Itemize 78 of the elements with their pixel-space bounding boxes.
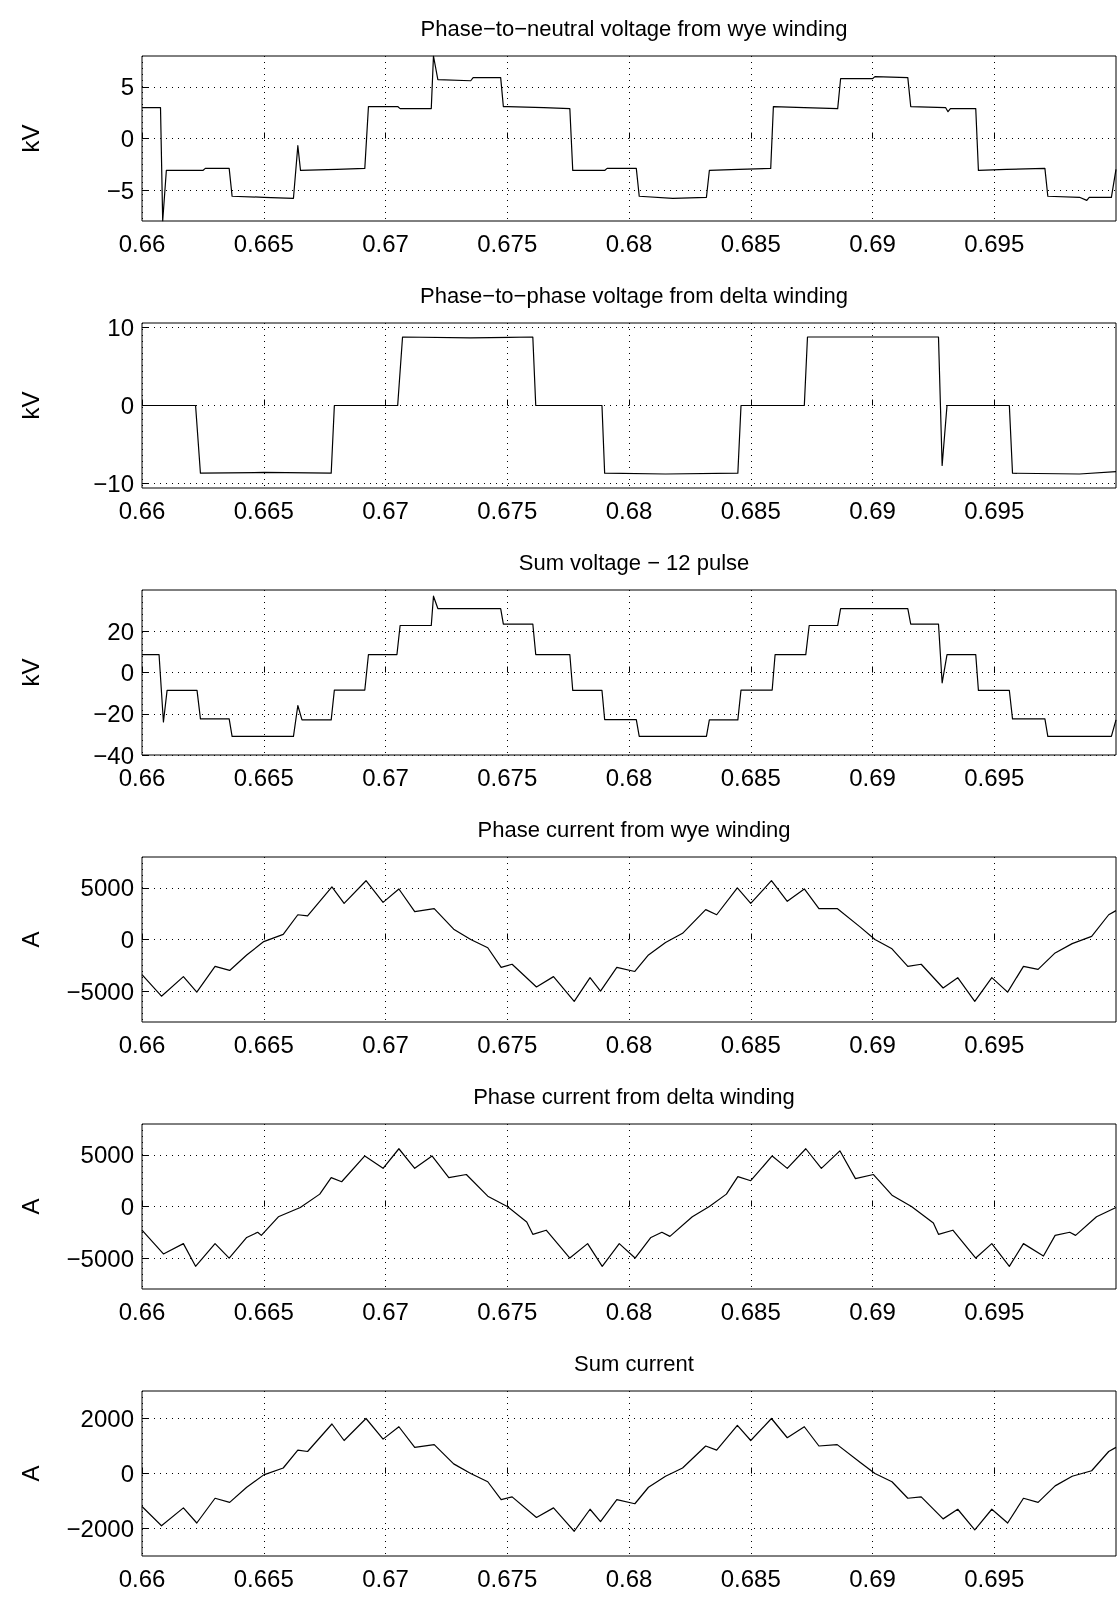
x-tick-label: 0.695	[964, 496, 1025, 524]
y-tick-label: −10	[93, 469, 134, 497]
x-tick-label: 0.695	[964, 1564, 1025, 1592]
y-tick-label: 5	[120, 73, 134, 101]
x-tick-label: 0.665	[233, 1030, 294, 1058]
x-tick-label: 0.67	[362, 229, 409, 257]
chart-title: Sum current	[574, 1350, 694, 1376]
y-tick-label: −5	[106, 176, 134, 204]
x-tick-label: 0.675	[477, 229, 538, 257]
x-tick-label: 0.68	[605, 1564, 653, 1592]
x-tick-label: 0.695	[964, 229, 1025, 257]
x-tick-label: 0.695	[964, 763, 1025, 791]
x-tick-label: 0.69	[849, 1030, 896, 1058]
y-tick-label: 0	[120, 1193, 134, 1220]
x-tick-label: 0.68	[605, 1030, 653, 1058]
x-tick-label: 0.675	[477, 1297, 538, 1325]
y-tick-label: 20	[107, 617, 134, 645]
line-series	[141, 55, 1117, 222]
x-tick-label: 0.67	[362, 763, 409, 791]
chart-title: Phase current from wye winding	[477, 816, 791, 842]
x-tick-label: 0.675	[477, 1564, 538, 1592]
y-tick-label: −5000	[66, 1244, 134, 1272]
x-tick-label: 0.695	[964, 1297, 1025, 1325]
x-tick-label: 0.66	[118, 229, 166, 257]
x-tick-label: 0.675	[477, 763, 538, 791]
chart-title: Phase−to−phase voltage from delta winding	[419, 282, 849, 308]
y-tick-label: 0	[120, 659, 134, 686]
y-axis-title: kV	[16, 124, 44, 153]
x-tick-label: 0.69	[849, 496, 896, 524]
x-tick-label: 0.69	[849, 1564, 896, 1592]
x-tick-label: 0.665	[233, 763, 294, 791]
y-tick-label: −20	[93, 700, 134, 728]
x-tick-label: 0.665	[233, 1297, 294, 1325]
chart-title: Phase current from delta winding	[473, 1083, 795, 1109]
x-tick-label: 0.695	[964, 1030, 1025, 1058]
x-tick-label: 0.685	[720, 1030, 781, 1058]
y-tick-label: 0	[120, 1460, 134, 1487]
y-tick-label: 5000	[80, 1141, 134, 1169]
x-tick-label: 0.665	[233, 229, 294, 257]
y-tick-label: 10	[107, 314, 134, 342]
x-tick-label: 0.675	[477, 496, 538, 524]
x-tick-label: 0.685	[720, 496, 781, 524]
x-tick-label: 0.69	[849, 1297, 896, 1325]
x-tick-label: 0.68	[605, 1297, 653, 1325]
y-tick-label: −2000	[66, 1515, 134, 1542]
x-tick-label: 0.675	[477, 1030, 538, 1058]
y-axis-title: A	[16, 1465, 44, 1482]
x-tick-label: 0.66	[118, 1297, 166, 1325]
chart-title: Sum voltage − 12 pulse	[518, 549, 750, 575]
x-tick-label: 0.665	[233, 496, 294, 524]
x-tick-label: 0.685	[720, 1564, 781, 1592]
x-tick-label: 0.66	[118, 1030, 166, 1058]
x-tick-label: 0.685	[720, 763, 781, 791]
x-tick-label: 0.67	[362, 1030, 409, 1058]
x-tick-label: 0.67	[362, 1297, 409, 1325]
x-tick-label: 0.68	[605, 763, 653, 791]
y-axis-title: A	[16, 931, 44, 948]
x-tick-label: 0.685	[720, 1297, 781, 1325]
x-tick-label: 0.67	[362, 496, 409, 524]
x-tick-label: 0.66	[118, 496, 166, 524]
y-tick-label: 2000	[80, 1405, 134, 1432]
x-tick-label: 0.665	[233, 1564, 294, 1592]
x-tick-label: 0.69	[849, 763, 896, 791]
y-tick-label: 0	[120, 392, 134, 419]
y-tick-label: −5000	[66, 977, 134, 1005]
y-tick-label: 0	[120, 125, 134, 152]
x-tick-label: 0.68	[605, 496, 653, 524]
chart-title: Phase−to−neutral voltage from wye winding	[420, 15, 848, 41]
x-tick-label: 0.67	[362, 1564, 409, 1592]
y-axis-title: A	[16, 1198, 44, 1215]
y-tick-label: 5000	[80, 874, 134, 902]
y-tick-label: 0	[120, 926, 134, 953]
x-tick-label: 0.68	[605, 229, 653, 257]
x-tick-label: 0.66	[118, 1564, 166, 1592]
x-tick-label: 0.685	[720, 229, 781, 257]
y-axis-title: kV	[16, 391, 44, 420]
y-axis-title: kV	[16, 658, 44, 687]
x-tick-label: 0.69	[849, 229, 896, 257]
